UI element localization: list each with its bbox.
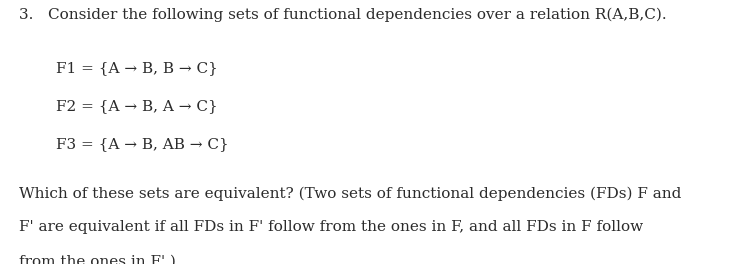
Text: F' are equivalent if all FDs in F' follow from the ones in F, and all FDs in F f: F' are equivalent if all FDs in F' follo… (19, 220, 643, 234)
Text: F3 = {A → B, AB → C}: F3 = {A → B, AB → C} (56, 137, 229, 151)
Text: Which of these sets are equivalent? (Two sets of functional dependencies (FDs) F: Which of these sets are equivalent? (Two… (19, 186, 681, 201)
Text: F2 = {A → B, A → C}: F2 = {A → B, A → C} (56, 99, 218, 113)
Text: F1 = {A → B, B → C}: F1 = {A → B, B → C} (56, 61, 218, 75)
Text: from the ones in F'.): from the ones in F'.) (19, 255, 175, 264)
Text: 3.   Consider the following sets of functional dependencies over a relation R(A,: 3. Consider the following sets of functi… (19, 8, 666, 22)
